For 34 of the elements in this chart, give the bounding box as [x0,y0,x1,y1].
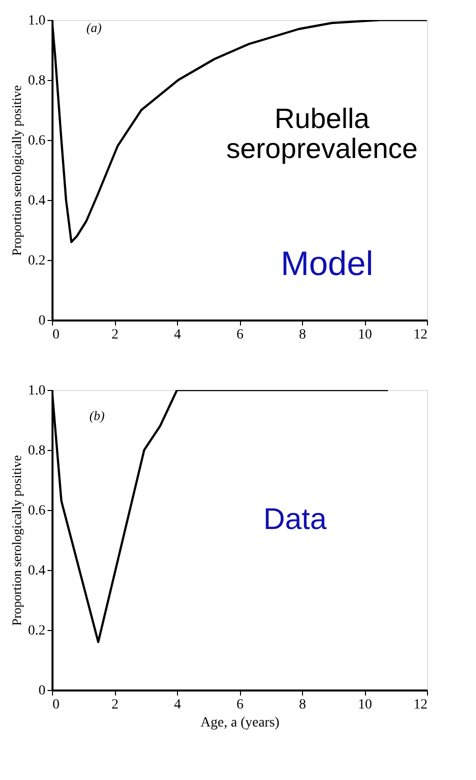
annotation: Rubella seroprevalence [226,103,418,164]
y-tick-label: 0.2 [28,254,46,268]
y-axis-title: Proportion serologically positive [9,455,24,626]
x-tick-label: 6 [236,698,244,712]
x-tick-label: 4 [174,328,181,342]
x-tick-label: 8 [299,698,306,712]
x-tick-label: 10 [358,328,372,342]
x-tick-label: 8 [299,328,306,342]
y-tick-label: 1.0 [28,14,46,28]
y-tick-label: 0.4 [28,194,46,208]
annotation: (b) [89,408,105,423]
x-tick-label: 10 [358,698,372,712]
x-tick-label: 0 [52,698,60,712]
y-tick-label: 0.6 [28,134,46,148]
y-tick-label: 0.6 [28,504,46,518]
y-tick-label: 0 [38,314,46,328]
x-tick-label: 0 [52,328,60,342]
annotation: (a) [86,20,102,35]
annotation: Data [263,503,327,536]
y-axis-title: Proportion serologically positive [9,85,24,256]
y-tick-label: 0.2 [28,624,46,638]
x-tick-label: 6 [236,328,244,342]
x-tick-label: 12 [414,698,428,712]
x-tick-label: 2 [112,328,118,342]
x-tick-label: 4 [174,698,181,712]
y-tick-label: 0.8 [28,444,46,458]
x-axis-title: Age, a (years) [200,716,280,730]
y-tick-label: 1.0 [28,384,46,398]
y-tick-label: 0 [38,684,46,698]
annotation: Model [280,245,374,283]
y-tick-label: 0.8 [28,74,46,88]
y-tick-label: 0.4 [28,564,46,578]
x-tick-label: 12 [414,328,428,342]
x-tick-label: 2 [112,698,118,712]
